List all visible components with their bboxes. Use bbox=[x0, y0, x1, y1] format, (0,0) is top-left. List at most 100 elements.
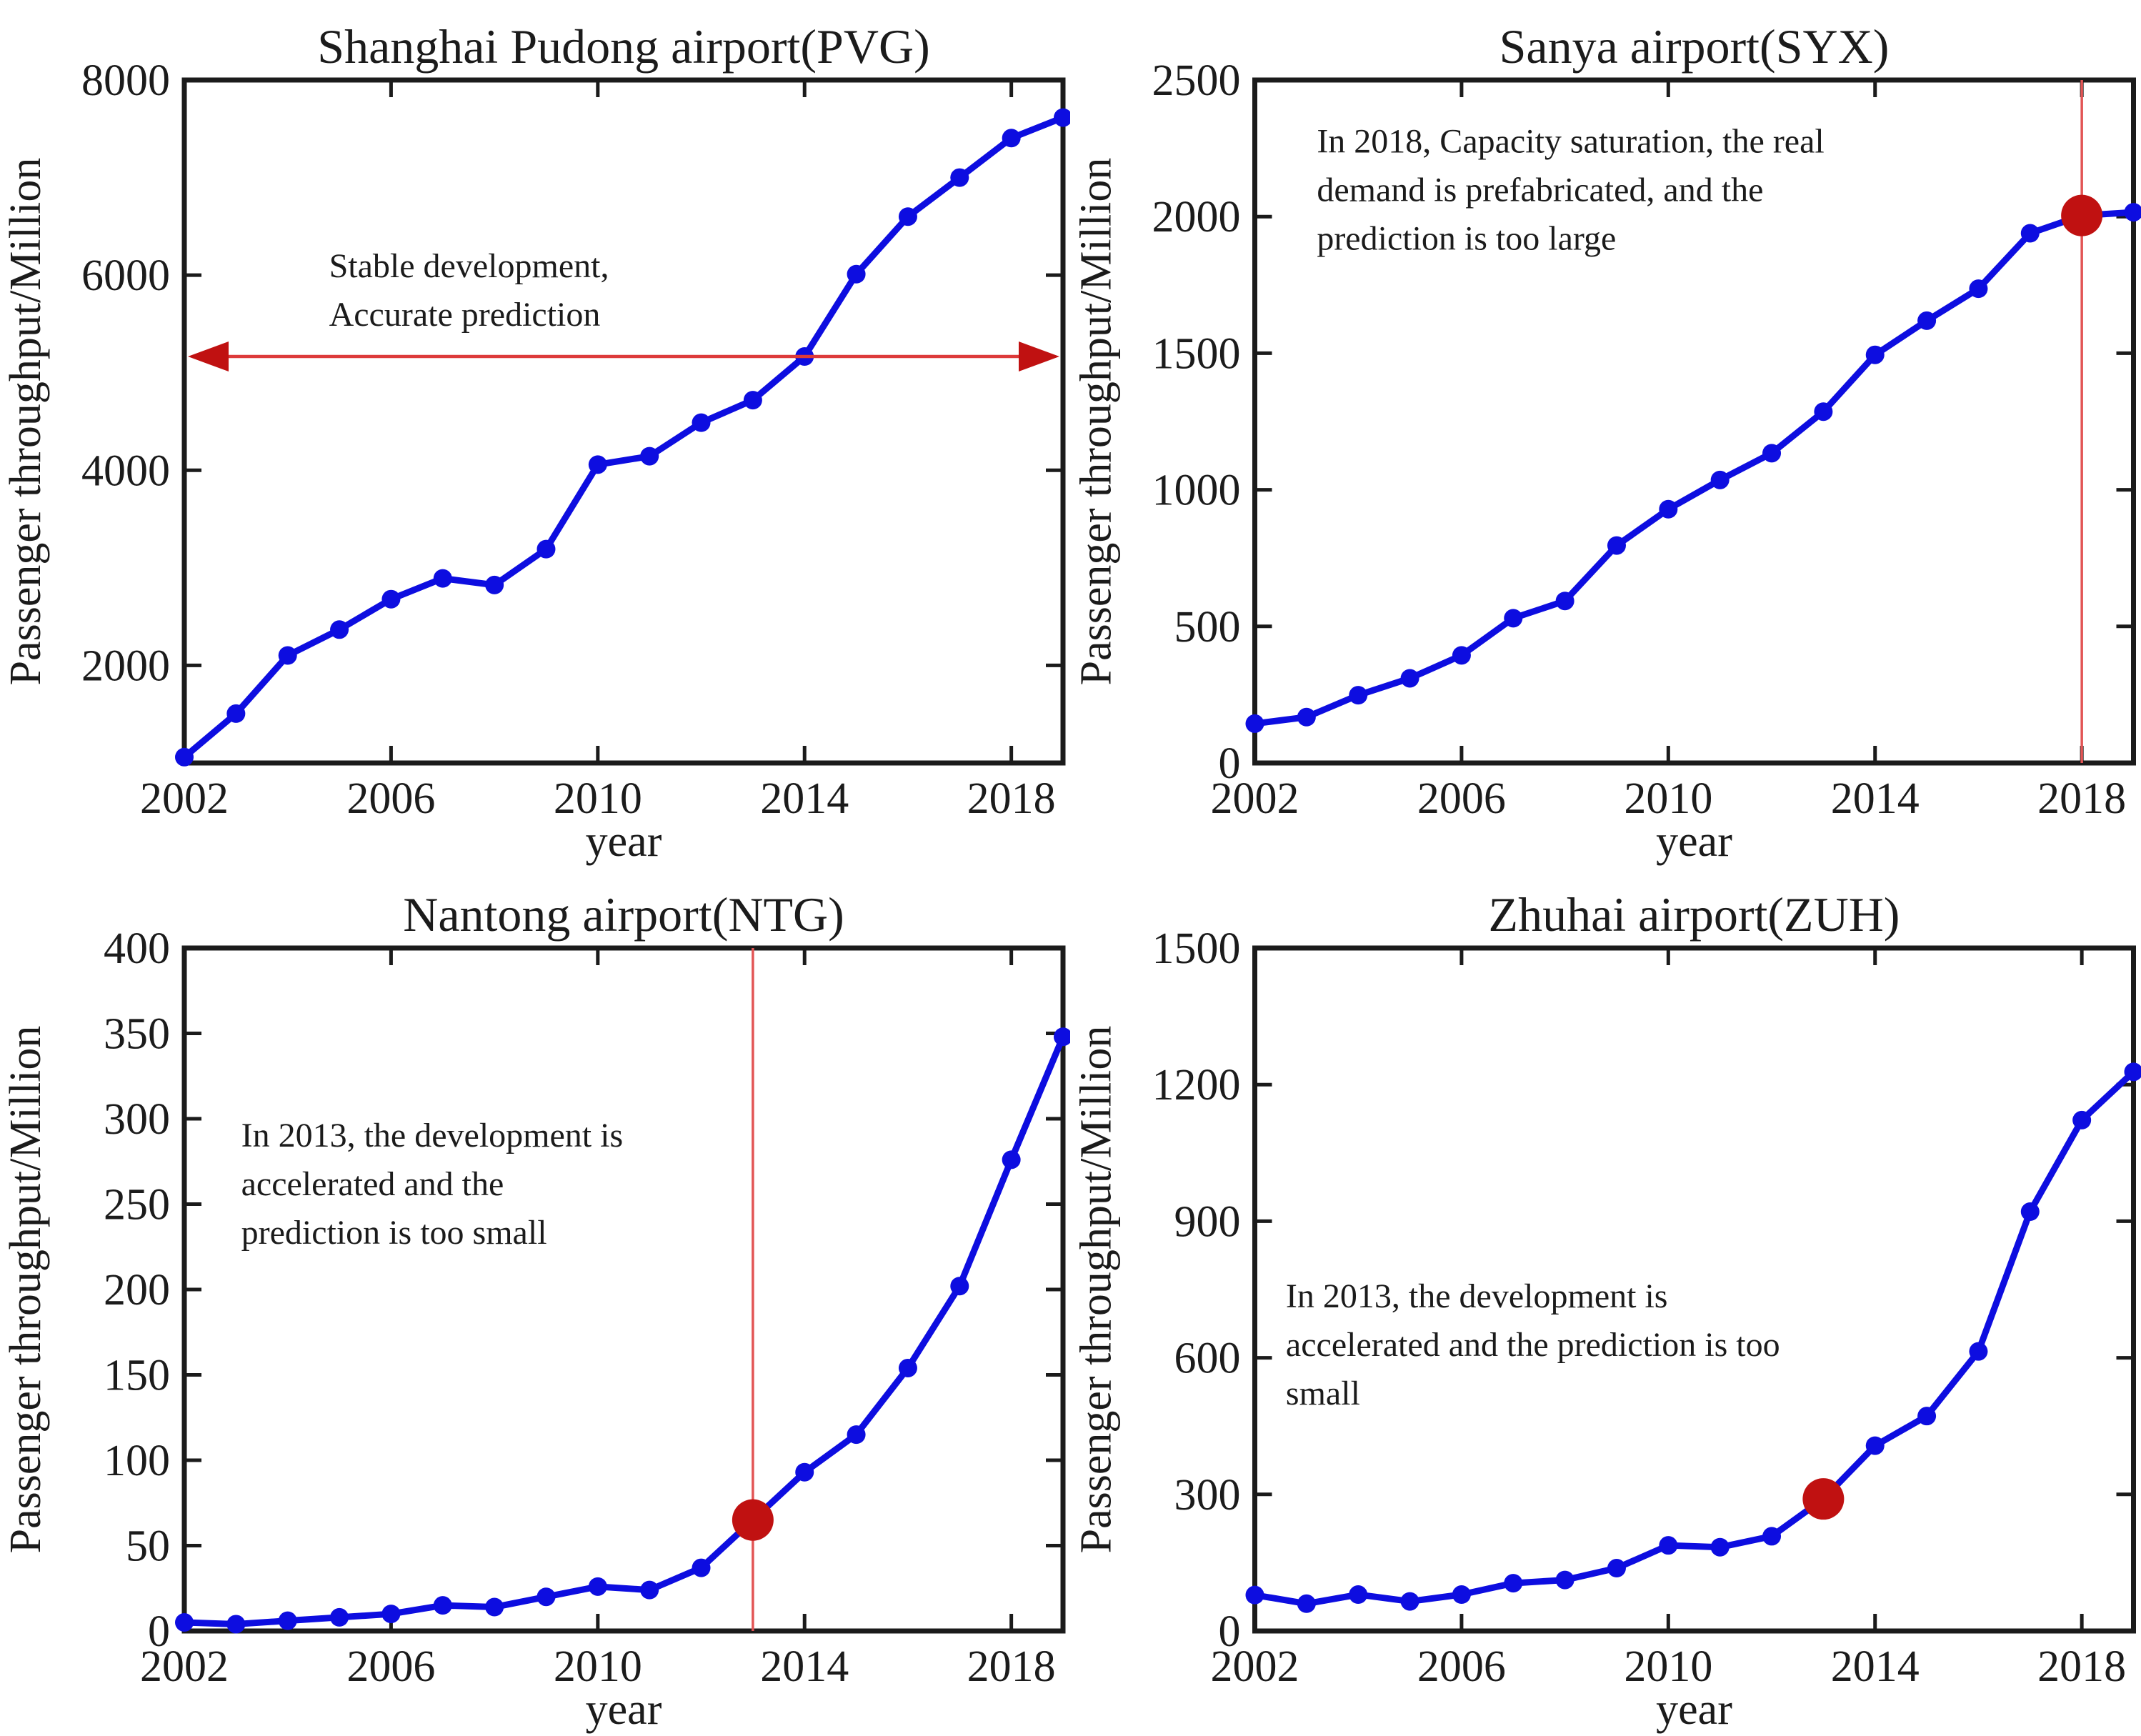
x-axis-label: year bbox=[586, 1685, 662, 1734]
x-tick-label: 2018 bbox=[967, 774, 1056, 823]
x-tick-label: 2018 bbox=[967, 1642, 1056, 1691]
data-point bbox=[2124, 203, 2141, 222]
highlight-dot bbox=[2061, 194, 2103, 236]
y-tick-label: 2000 bbox=[81, 642, 170, 690]
data-point bbox=[950, 168, 969, 187]
data-point bbox=[1865, 1436, 1885, 1455]
data-point bbox=[1504, 1574, 1523, 1593]
chart-zuh: 2002 2006 2010 2014 2018 0 300 600 900 1200 1500 Zh… bbox=[1072, 887, 2141, 1734]
y-tick-label: 8000 bbox=[81, 56, 170, 105]
data-point bbox=[1555, 1570, 1574, 1590]
data-point bbox=[1245, 714, 1264, 733]
y-tick-label: 500 bbox=[1174, 603, 1241, 652]
data-point bbox=[175, 1613, 194, 1632]
data-point bbox=[485, 575, 504, 594]
x-tick-label: 2002 bbox=[140, 1642, 229, 1691]
data-point bbox=[1865, 345, 1885, 364]
data-point bbox=[226, 704, 246, 723]
data-point bbox=[485, 1597, 504, 1617]
data-point bbox=[1659, 1536, 1678, 1555]
y-axis-label: Passenger throughput/Million bbox=[1, 158, 50, 686]
y-tick-label: 2000 bbox=[1152, 193, 1241, 241]
data-point bbox=[1452, 646, 1471, 665]
data-line bbox=[181, 114, 1067, 761]
y-tick-label: 4000 bbox=[81, 447, 170, 495]
y-tick-label: 1500 bbox=[1152, 924, 1241, 973]
y-tick-label: 600 bbox=[1174, 1335, 1241, 1383]
data-point bbox=[847, 1425, 866, 1445]
x-tick-label: 2014 bbox=[1831, 1642, 1920, 1691]
data-point bbox=[1349, 1585, 1368, 1605]
x-tick-label: 2010 bbox=[554, 774, 642, 823]
red-arrow-head-left bbox=[188, 341, 229, 372]
annotation-line: In 2018, Capacity saturation, the real bbox=[1317, 122, 1824, 160]
data-point bbox=[1659, 499, 1678, 519]
y-tick-label: 0 bbox=[1219, 1607, 1241, 1656]
annotation-line: small bbox=[1286, 1375, 1360, 1412]
data-point bbox=[847, 264, 866, 284]
annotation-line: prediction is too large bbox=[1317, 219, 1616, 257]
data-line bbox=[1252, 209, 2137, 727]
data-point bbox=[1969, 1342, 1988, 1361]
data-point bbox=[1710, 1537, 1730, 1557]
annotation-line: Accurate prediction bbox=[329, 296, 601, 334]
x-tick-label: 2014 bbox=[760, 774, 849, 823]
data-point bbox=[433, 1596, 452, 1615]
data-point bbox=[898, 207, 917, 226]
data-point bbox=[537, 539, 556, 559]
chart-title: Nantong airport(NTG) bbox=[403, 887, 844, 942]
y-tick-label: 900 bbox=[1174, 1197, 1241, 1246]
annotation-line: In 2013, the development is bbox=[1286, 1277, 1668, 1315]
chart-cell-ntg: 2002 2006 2010 2014 2018 0 50 100 150 200 250 300 35… bbox=[0, 868, 1070, 1736]
y-tick-label: 250 bbox=[104, 1181, 170, 1229]
data-point bbox=[381, 1605, 401, 1624]
data-point bbox=[175, 747, 194, 767]
data-point bbox=[537, 1587, 556, 1607]
annotation-line: accelerated and the bbox=[241, 1165, 504, 1203]
plot-box bbox=[181, 945, 1066, 1634]
data-point bbox=[588, 455, 607, 474]
y-axis-label: Passenger throughput/Million bbox=[1, 1026, 50, 1554]
annotation-line: accelerated and the prediction is too bbox=[1286, 1326, 1780, 1364]
chart-title: Shanghai Pudong airport(PVG) bbox=[317, 19, 929, 74]
chart-title: Sanya airport(SYX) bbox=[1499, 19, 1890, 74]
x-tick-label: 2006 bbox=[1417, 774, 1506, 823]
y-axis-label: Passenger throughput/Million bbox=[1072, 158, 1121, 686]
data-point bbox=[1349, 686, 1368, 705]
x-tick-label: 2006 bbox=[346, 1642, 435, 1691]
data-point bbox=[1400, 1592, 1419, 1611]
y-tick-label: 350 bbox=[104, 1010, 170, 1059]
annotation-line: prediction is too small bbox=[241, 1214, 547, 1252]
plot-box bbox=[1252, 77, 2136, 766]
plot-box bbox=[181, 77, 1066, 766]
data-point bbox=[1297, 707, 1316, 727]
data-point bbox=[2020, 224, 2040, 243]
y-tick-label: 400 bbox=[104, 924, 170, 973]
y-tick-label: 1500 bbox=[1152, 329, 1241, 378]
data-point bbox=[1762, 1527, 1782, 1546]
y-tick-label: 100 bbox=[104, 1437, 170, 1485]
data-point bbox=[898, 1358, 917, 1377]
y-tick-label: 0 bbox=[148, 1607, 170, 1656]
x-tick-label: 2014 bbox=[760, 1642, 849, 1691]
y-tick-label: 6000 bbox=[81, 251, 170, 300]
y-tick-label: 50 bbox=[126, 1522, 170, 1571]
data-point bbox=[640, 447, 659, 466]
annotation-line: In 2013, the development is bbox=[241, 1117, 624, 1154]
x-tick-label: 2002 bbox=[1211, 774, 1299, 823]
y-tick-label: 1000 bbox=[1152, 467, 1241, 515]
y-tick-label: 1200 bbox=[1152, 1061, 1241, 1109]
chart-cell-zuh: 2002 2006 2010 2014 2018 0 300 600 900 1200 1500 Zh… bbox=[1070, 868, 2141, 1736]
data-point bbox=[1555, 592, 1574, 611]
y-tick-label: 0 bbox=[1219, 739, 1241, 788]
highlight-dot bbox=[732, 1499, 774, 1541]
y-tick-label: 300 bbox=[104, 1095, 170, 1144]
data-point bbox=[588, 1577, 607, 1596]
y-axis-label: Passenger throughput/Million bbox=[1072, 1026, 1121, 1554]
x-tick-label: 2006 bbox=[1417, 1642, 1506, 1691]
x-tick-label: 2018 bbox=[2037, 1642, 2126, 1691]
data-point bbox=[330, 1607, 349, 1627]
data-point bbox=[1002, 129, 1021, 148]
chart-syx: 2002 2006 2010 2014 2018 0 500 1000 1500 2000 2500… bbox=[1072, 19, 2141, 866]
